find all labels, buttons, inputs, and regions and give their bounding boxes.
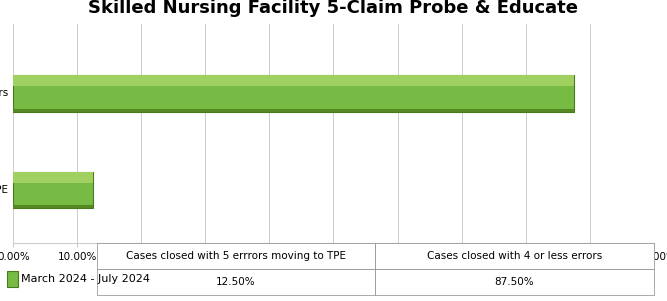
Bar [13,75,574,112]
Bar [13,172,93,182]
Bar [13,109,574,112]
Bar [13,75,574,86]
Bar [13,172,93,208]
Title: Skilled Nursing Facility 5-Claim Probe & Educate: Skilled Nursing Facility 5-Claim Probe &… [89,0,578,17]
Bar [13,205,93,208]
Text: March 2024 - July 2024: March 2024 - July 2024 [21,274,150,284]
